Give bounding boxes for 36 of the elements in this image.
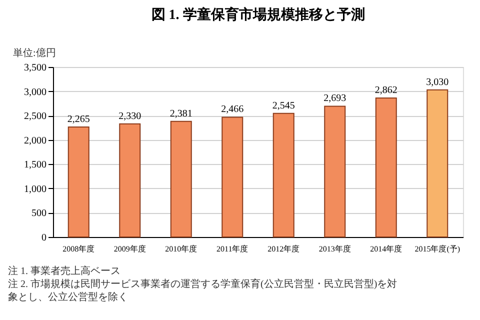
data-label: 2,265 [67, 114, 90, 125]
data-label: 2,862 [374, 84, 398, 96]
bar [68, 126, 90, 238]
x-tick-label: 2014年度 [370, 244, 402, 254]
bar [272, 112, 294, 238]
y-tick-label: 3,500 [24, 62, 46, 74]
data-label: 2,466 [221, 104, 244, 116]
x-tick-label: 2011年度 [216, 244, 248, 254]
x-tick-label: 2009年度 [114, 244, 146, 254]
chart-title: 図 1. 学童保育市場規模推移と予測 [151, 6, 365, 23]
x-tick-label: 2012年度 [268, 244, 300, 254]
x-tick-label: 2010年度 [165, 244, 198, 254]
bar [170, 120, 192, 238]
bar [375, 97, 397, 238]
y-tick-label: 500 [32, 208, 46, 220]
data-label: 2,693 [324, 93, 346, 104]
y-tick-label: 3,000 [24, 86, 46, 98]
bar [119, 123, 141, 238]
text: 単位:億円 [13, 47, 56, 59]
y-tick-label: 2,000 [24, 135, 46, 146]
y-tick-label: 2,500 [24, 111, 46, 122]
y-tick-label: 1,000 [24, 184, 46, 195]
bar [426, 89, 448, 238]
y-tick-label: 0 [42, 232, 46, 244]
bar [222, 116, 244, 238]
x-tick-label: 2015年度(予) [414, 244, 460, 254]
text: 注 2. 市場規模は民間サービス事業者の運営する学童保育(公立民営型・民立民営型)を対象とし、公立公営型を除く [8, 278, 398, 303]
data-label: 2,381 [170, 108, 192, 120]
x-tick-label: 2013年度 [318, 244, 351, 254]
data-label: 2,545 [272, 100, 295, 112]
text: 注 1. 事業者売上高ベース [8, 265, 120, 277]
data-label: 2,330 [118, 110, 142, 122]
y-tick-label: 1,500 [24, 160, 46, 171]
data-label: 3,030 [426, 76, 449, 88]
x-tick-label: 2008年度 [62, 244, 95, 254]
bar [324, 106, 346, 238]
